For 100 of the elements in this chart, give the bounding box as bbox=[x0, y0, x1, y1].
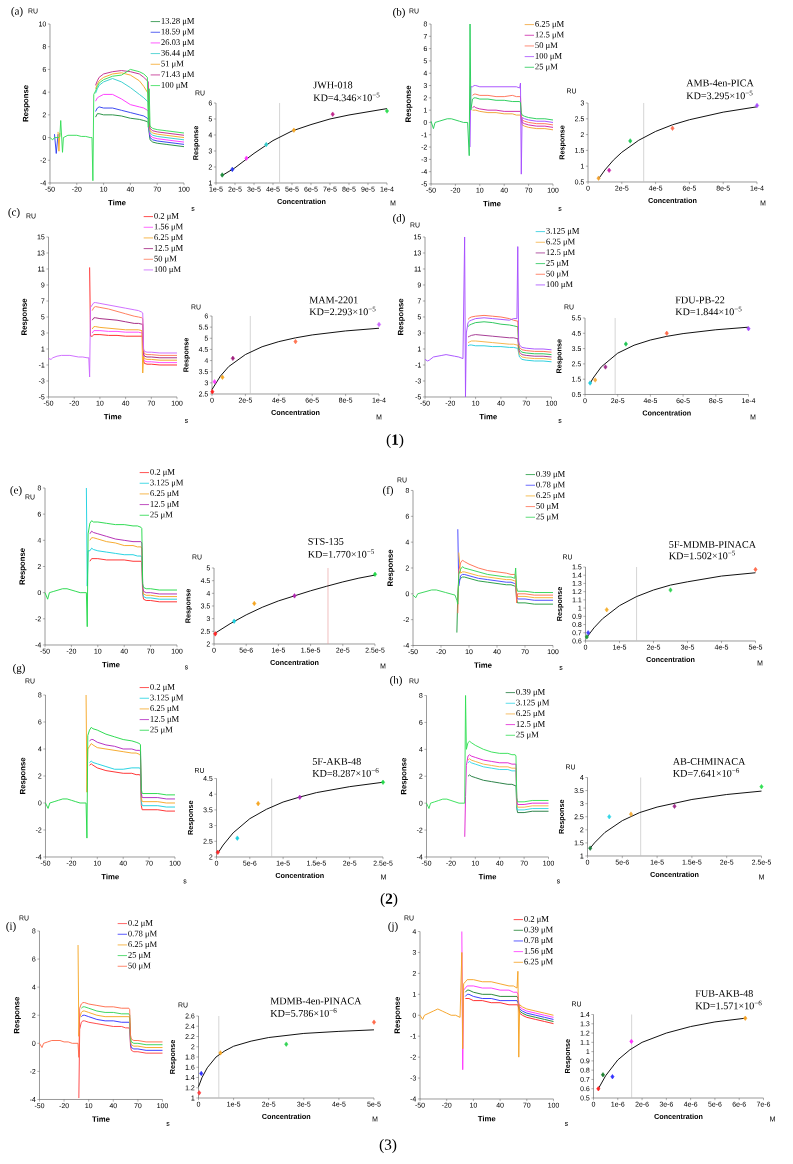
point bbox=[753, 566, 758, 572]
chart-title: (a) bbox=[11, 7, 23, 17]
legend-label: 71.43 μM bbox=[161, 71, 195, 79]
point bbox=[230, 355, 235, 361]
legend-label: 0.2 μM bbox=[154, 213, 179, 221]
point bbox=[232, 618, 237, 624]
text: KD=1.502×10$^{−5}$ bbox=[669, 550, 736, 560]
text: JWH-018 bbox=[313, 81, 353, 89]
legend-label: 0.2 μM bbox=[524, 916, 549, 924]
point bbox=[284, 1041, 289, 1047]
point bbox=[670, 125, 675, 131]
point bbox=[381, 779, 385, 785]
chart-title: (f) bbox=[383, 485, 393, 496]
point bbox=[372, 1019, 376, 1025]
point bbox=[220, 172, 225, 178]
point bbox=[603, 364, 608, 370]
legend-label: 6.25 μM bbox=[128, 941, 157, 949]
legend-label: 0.78 μM bbox=[128, 930, 157, 939]
chart-title: (h) bbox=[390, 676, 402, 686]
point bbox=[235, 835, 240, 841]
chart-title: (e) bbox=[10, 486, 22, 496]
point bbox=[628, 138, 633, 144]
point bbox=[664, 330, 669, 336]
legend-label: 25 μM bbox=[516, 731, 539, 740]
legend-label: 12.5 μM bbox=[150, 716, 179, 724]
legend-label: 12.5 μM bbox=[535, 31, 564, 40]
legend-label: 100 μM bbox=[161, 81, 188, 90]
legend-label: 1.56 μM bbox=[524, 948, 553, 956]
point bbox=[230, 166, 235, 172]
point bbox=[588, 845, 593, 851]
point bbox=[672, 803, 677, 809]
legend-label: 50 μM bbox=[546, 270, 569, 279]
legend-label: 12.5 μM bbox=[150, 501, 179, 509]
text: FUB-AKB-48 bbox=[695, 990, 753, 997]
text: STS-135 bbox=[308, 538, 344, 545]
point bbox=[596, 175, 601, 181]
point bbox=[330, 111, 335, 117]
legend-label: 0.2 μM bbox=[150, 468, 175, 477]
legend-label: 12.5 μM bbox=[546, 249, 575, 257]
point bbox=[759, 784, 764, 790]
legend-label: 0.39 μM bbox=[524, 926, 553, 935]
text: KD=7.641×10$^{−6}$ bbox=[673, 768, 740, 777]
line-series bbox=[467, 321, 552, 356]
legend-label: 6.25 μM bbox=[154, 234, 183, 242]
point bbox=[385, 108, 389, 114]
chart-title: (j) bbox=[388, 922, 398, 932]
text: 5F-AKB-48 bbox=[312, 758, 361, 765]
legend-label: 50 μM bbox=[154, 255, 177, 264]
legend-label: 0.78 μM bbox=[536, 481, 565, 490]
legend-label: 0.2 μM bbox=[150, 683, 175, 692]
legend-label: 6.25 μM bbox=[524, 958, 553, 967]
legend-label: 18.59 μM bbox=[161, 28, 195, 37]
point bbox=[291, 127, 296, 133]
line-series bbox=[467, 314, 552, 353]
legend-label: 0.39 μM bbox=[536, 470, 565, 479]
legend-label: 12.5 μM bbox=[154, 245, 183, 253]
point bbox=[588, 380, 593, 386]
point bbox=[607, 814, 612, 820]
legend-label: 100 μM bbox=[546, 281, 573, 289]
point bbox=[610, 1074, 615, 1080]
legend-label: 25 μM bbox=[536, 513, 559, 522]
legend-label: 50 μM bbox=[128, 962, 151, 971]
text: MAM-2201 bbox=[309, 296, 358, 304]
text: MDMB-4en-PINACA bbox=[270, 997, 362, 1005]
point bbox=[213, 631, 218, 637]
point bbox=[220, 374, 225, 380]
legend-label: 25 μM bbox=[535, 63, 558, 72]
legend-label: 26.03 μM bbox=[161, 39, 195, 47]
legend-label: 6.25 μM bbox=[516, 710, 545, 718]
text: (2) bbox=[380, 893, 398, 907]
point bbox=[586, 630, 591, 636]
point bbox=[244, 155, 249, 161]
point bbox=[199, 1070, 204, 1076]
text: FDU-PB-22 bbox=[675, 296, 725, 304]
point bbox=[252, 600, 257, 606]
legend-label: 1.56 μM bbox=[154, 223, 183, 232]
legend-label: 25 μM bbox=[150, 511, 173, 520]
point bbox=[377, 321, 381, 327]
line-series bbox=[589, 326, 749, 385]
legend-label: 51 μM bbox=[161, 60, 184, 69]
point bbox=[292, 593, 297, 599]
text: KD=1.844×10$^{−5}$ bbox=[675, 306, 742, 316]
point bbox=[256, 801, 261, 807]
legend-label: 0.2 μM bbox=[128, 919, 153, 928]
chart-title: (c) bbox=[8, 208, 20, 218]
annotation: KD=5.786×10$^{−6}$ bbox=[270, 1008, 337, 1017]
point bbox=[212, 379, 217, 385]
legend-label: 12.5 μM bbox=[516, 721, 545, 729]
point bbox=[668, 587, 673, 593]
legend-label: 25 μM bbox=[150, 726, 173, 735]
legend-label: 6.25 μM bbox=[150, 705, 179, 713]
legend-label: 25 μM bbox=[128, 952, 151, 960]
point bbox=[297, 794, 302, 800]
text: KD=3.295×10$^{−5}$ bbox=[686, 90, 753, 100]
point bbox=[629, 1038, 634, 1044]
legend-label: 0.39 μM bbox=[516, 689, 545, 697]
legend-label: 100 μM bbox=[154, 266, 181, 274]
point bbox=[596, 1086, 601, 1092]
legend-label: 50 μM bbox=[535, 42, 558, 50]
legend-label: 25 μM bbox=[546, 260, 569, 268]
